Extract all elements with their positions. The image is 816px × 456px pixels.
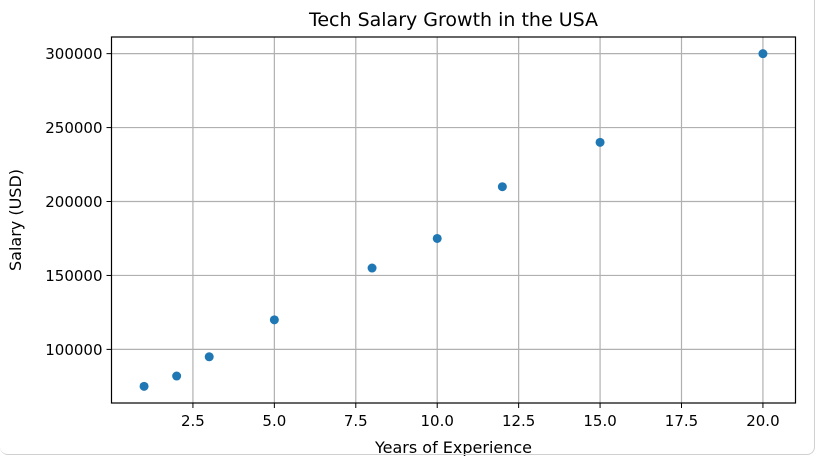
y-axis-label: Salary (USD) [6, 169, 25, 271]
data-point [497, 182, 507, 192]
y-tick-label: 250000 [45, 119, 102, 137]
chart-title: Tech Salary Growth in the USA [308, 9, 598, 31]
data-point [172, 371, 182, 381]
tick-layer: 2.5 5.0 7.5 10.0 12.5 15.0 17.5 20.0 100000 15000… [45, 45, 779, 430]
x-tick-label: 7.5 [344, 412, 368, 430]
y-tick-label: 150000 [45, 267, 102, 285]
data-point [432, 233, 442, 243]
y-tick-label: 300000 [45, 45, 102, 63]
data-point [139, 381, 149, 391]
y-tick-label: 200000 [45, 193, 102, 211]
x-tick-label: 5.0 [262, 412, 286, 430]
x-tick-label: 10.0 [421, 412, 454, 430]
x-tick-label: 17.5 [665, 412, 698, 430]
x-tick-label: 2.5 [181, 412, 205, 430]
x-axis-label: Years of Experience [374, 438, 532, 456]
plot-area-frame [110, 36, 797, 404]
y-tick-label: 100000 [45, 341, 102, 359]
x-tick-label: 12.5 [502, 412, 535, 430]
x-tick-label: 15.0 [583, 412, 616, 430]
grid-layer [111, 37, 796, 403]
data-point [595, 137, 605, 147]
data-point [367, 263, 377, 273]
points-layer [139, 49, 768, 391]
data-point [758, 49, 768, 59]
data-point [269, 315, 279, 325]
data-point [204, 352, 214, 362]
x-tick-label: 20.0 [746, 412, 779, 430]
